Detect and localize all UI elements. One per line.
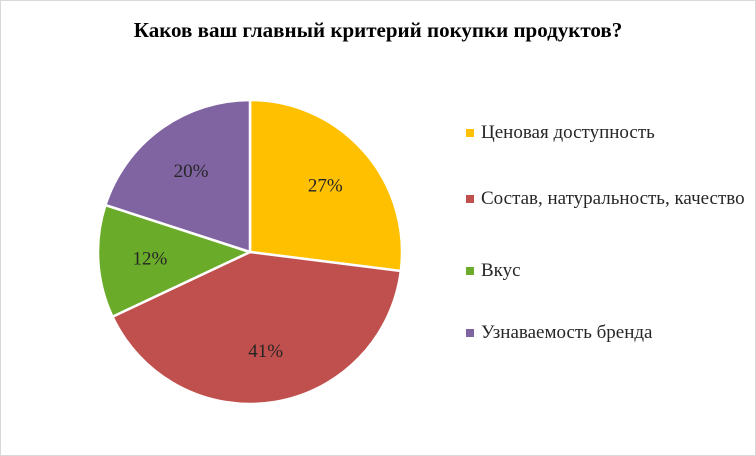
legend-label-taste: Вкус [481,260,521,281]
legend-item-brand: Узнаваемость бренда [466,320,751,346]
legend-item-quality: Состав, натуральность, качество [466,186,751,212]
data-label-taste: 12% [132,248,167,269]
data-label-brand: 20% [174,161,209,182]
legend-label-price: Ценовая доступность [481,122,655,143]
pie-slice-brand [103,98,252,254]
legend-item-price: Ценовая доступность [466,120,751,146]
legend-swatch-taste [466,267,474,275]
legend-swatch-brand [466,329,474,337]
data-label-price: 27% [308,176,343,197]
legend-swatch-price [466,129,474,137]
pie-slice-taste [96,203,254,319]
legend-item-taste: Вкус [466,258,751,284]
legend-label-quality: Состав, натуральность, качество [481,188,745,209]
data-label-quality: 41% [248,341,283,362]
legend-label-brand: Узнаваемость бренда [481,322,653,343]
legend-swatch-quality [466,195,474,203]
pie-slice-quality [110,250,403,406]
pie-slice-price [248,98,404,273]
chart-title: Каков ваш главный критерий покупки проду… [133,18,623,42]
